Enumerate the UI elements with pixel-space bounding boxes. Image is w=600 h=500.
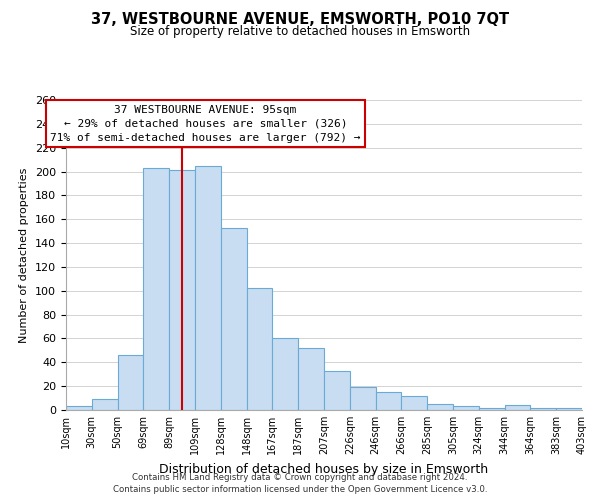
X-axis label: Distribution of detached houses by size in Emsworth: Distribution of detached houses by size … xyxy=(160,462,488,475)
Bar xyxy=(298,348,324,410)
Bar xyxy=(92,400,118,410)
Bar xyxy=(221,228,247,410)
Bar xyxy=(427,404,453,410)
Text: 37, WESTBOURNE AVENUE, EMSWORTH, PO10 7QT: 37, WESTBOURNE AVENUE, EMSWORTH, PO10 7Q… xyxy=(91,12,509,28)
Bar xyxy=(195,166,221,410)
Text: Size of property relative to detached houses in Emsworth: Size of property relative to detached ho… xyxy=(130,25,470,38)
Text: 37 WESTBOURNE AVENUE: 95sqm
← 29% of detached houses are smaller (326)
71% of se: 37 WESTBOURNE AVENUE: 95sqm ← 29% of det… xyxy=(50,104,361,142)
Bar xyxy=(350,388,376,410)
Bar xyxy=(401,396,427,410)
Y-axis label: Number of detached properties: Number of detached properties xyxy=(19,168,29,342)
Bar xyxy=(530,408,556,410)
Bar xyxy=(247,288,272,410)
Bar xyxy=(556,408,582,410)
Bar xyxy=(143,168,169,410)
Bar xyxy=(169,170,195,410)
Bar xyxy=(453,406,479,410)
Text: Contains public sector information licensed under the Open Government Licence v3: Contains public sector information licen… xyxy=(113,485,487,494)
Bar xyxy=(505,405,530,410)
Bar xyxy=(376,392,401,410)
Bar xyxy=(66,406,92,410)
Bar xyxy=(118,355,143,410)
Bar xyxy=(479,408,505,410)
Bar xyxy=(324,370,350,410)
Text: Contains HM Land Registry data © Crown copyright and database right 2024.: Contains HM Land Registry data © Crown c… xyxy=(132,474,468,482)
Bar xyxy=(272,338,298,410)
